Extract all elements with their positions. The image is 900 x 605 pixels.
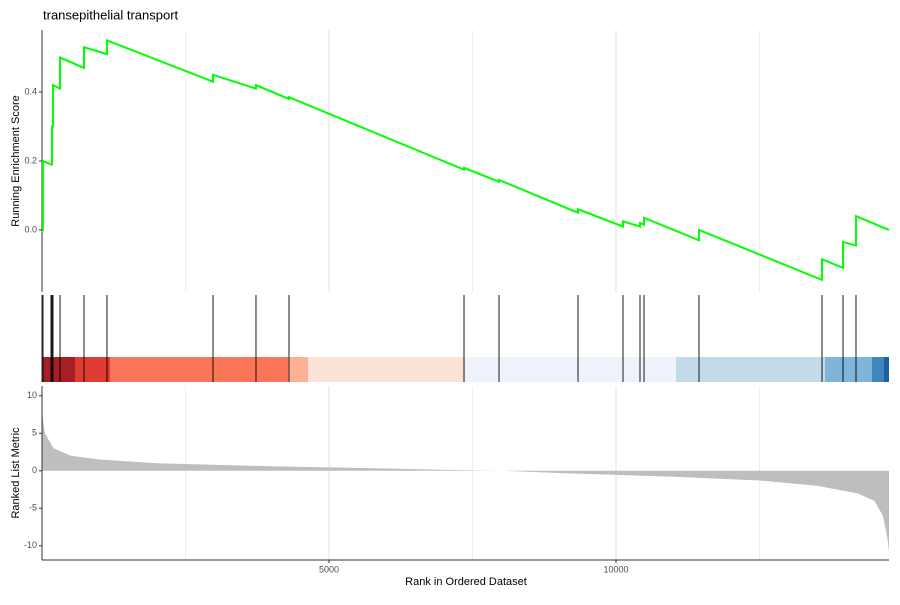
- rank-band: [75, 357, 111, 382]
- y-tick-label: 0.4: [24, 86, 37, 96]
- y-tick-label: 0.2: [24, 155, 37, 165]
- rank-band: [884, 357, 889, 382]
- rank-band: [872, 357, 885, 382]
- rank-band: [824, 357, 873, 382]
- rank-band: [464, 357, 676, 382]
- rank-band: [288, 357, 308, 382]
- enrichment-line: [41, 38, 890, 282]
- y-tick-label: -10: [24, 540, 37, 550]
- x-axis-label: Rank in Ordered Dataset: [405, 576, 527, 588]
- chart-title: transepithelial transport: [43, 7, 179, 22]
- rank-band: [307, 357, 465, 382]
- metric-area: [42, 410, 889, 554]
- y-tick-label: 0.0: [24, 224, 37, 234]
- rank-band: [42, 357, 76, 382]
- x-tick-label: 5000: [319, 564, 339, 574]
- rank-band: [675, 357, 825, 382]
- y-tick-label: -5: [29, 503, 37, 513]
- y-tick-label: 10: [27, 390, 37, 400]
- y-tick-label: 0: [32, 465, 37, 475]
- x-tick-label: 10000: [603, 564, 628, 574]
- y-axis-label: Running Enrichment Score: [10, 95, 22, 226]
- rank-band: [110, 357, 289, 382]
- y-axis-label: Ranked List Metric: [10, 427, 22, 519]
- y-tick-label: 5: [32, 428, 37, 438]
